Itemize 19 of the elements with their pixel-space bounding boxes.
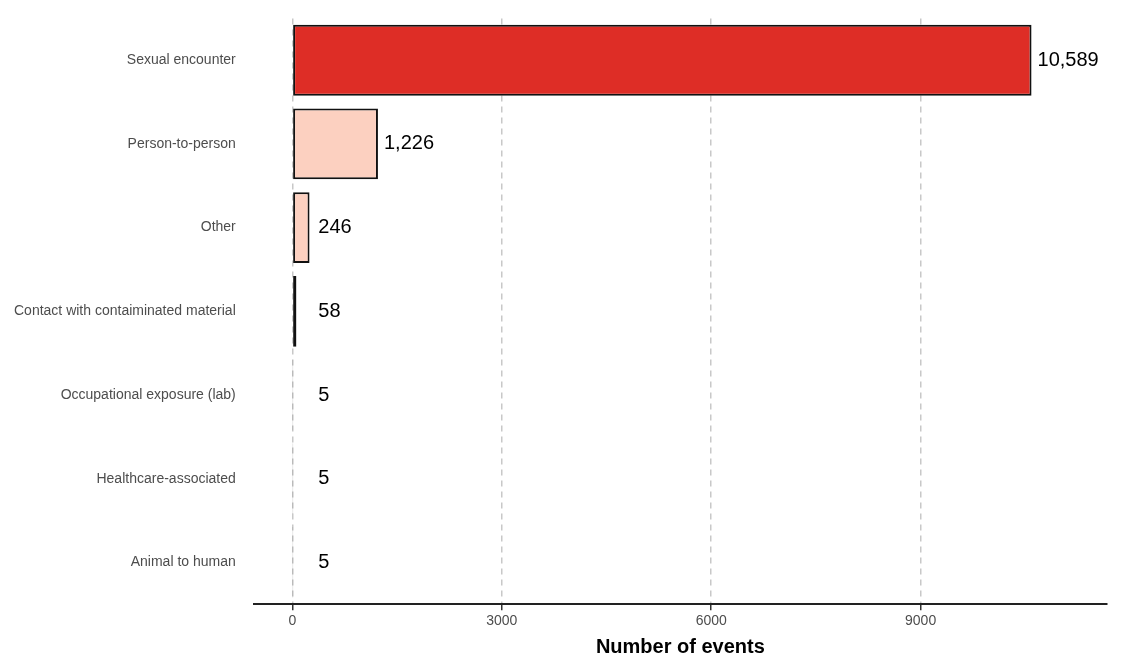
y-tick-label: Healthcare-associated xyxy=(96,469,236,486)
data-label: 58 xyxy=(318,298,341,321)
data-label: 5 xyxy=(318,382,330,405)
y-tick-label: Contact with contaiminated material xyxy=(13,302,236,319)
x-tick-label: 3000 xyxy=(486,612,518,629)
x-axis-title: Number of events xyxy=(595,634,765,657)
y-tick-label: Occupational exposure (lab) xyxy=(60,385,236,402)
y-tick-label: Animal to human xyxy=(130,553,236,570)
y-tick-label: Person-to-person xyxy=(127,134,236,151)
y-tick-label: Sexual encounter xyxy=(126,51,237,68)
x-tick-label: 6000 xyxy=(695,612,727,629)
data-label: 246 xyxy=(318,215,352,238)
data-label: 1,226 xyxy=(383,131,435,154)
x-tick-label: 0 xyxy=(288,612,297,629)
y-tick-label: Other xyxy=(200,218,237,235)
data-label: 5 xyxy=(318,549,330,572)
data-label: 5 xyxy=(318,466,330,489)
data-label: 10,589 xyxy=(1037,47,1099,70)
x-tick-label: 9000 xyxy=(905,612,937,629)
